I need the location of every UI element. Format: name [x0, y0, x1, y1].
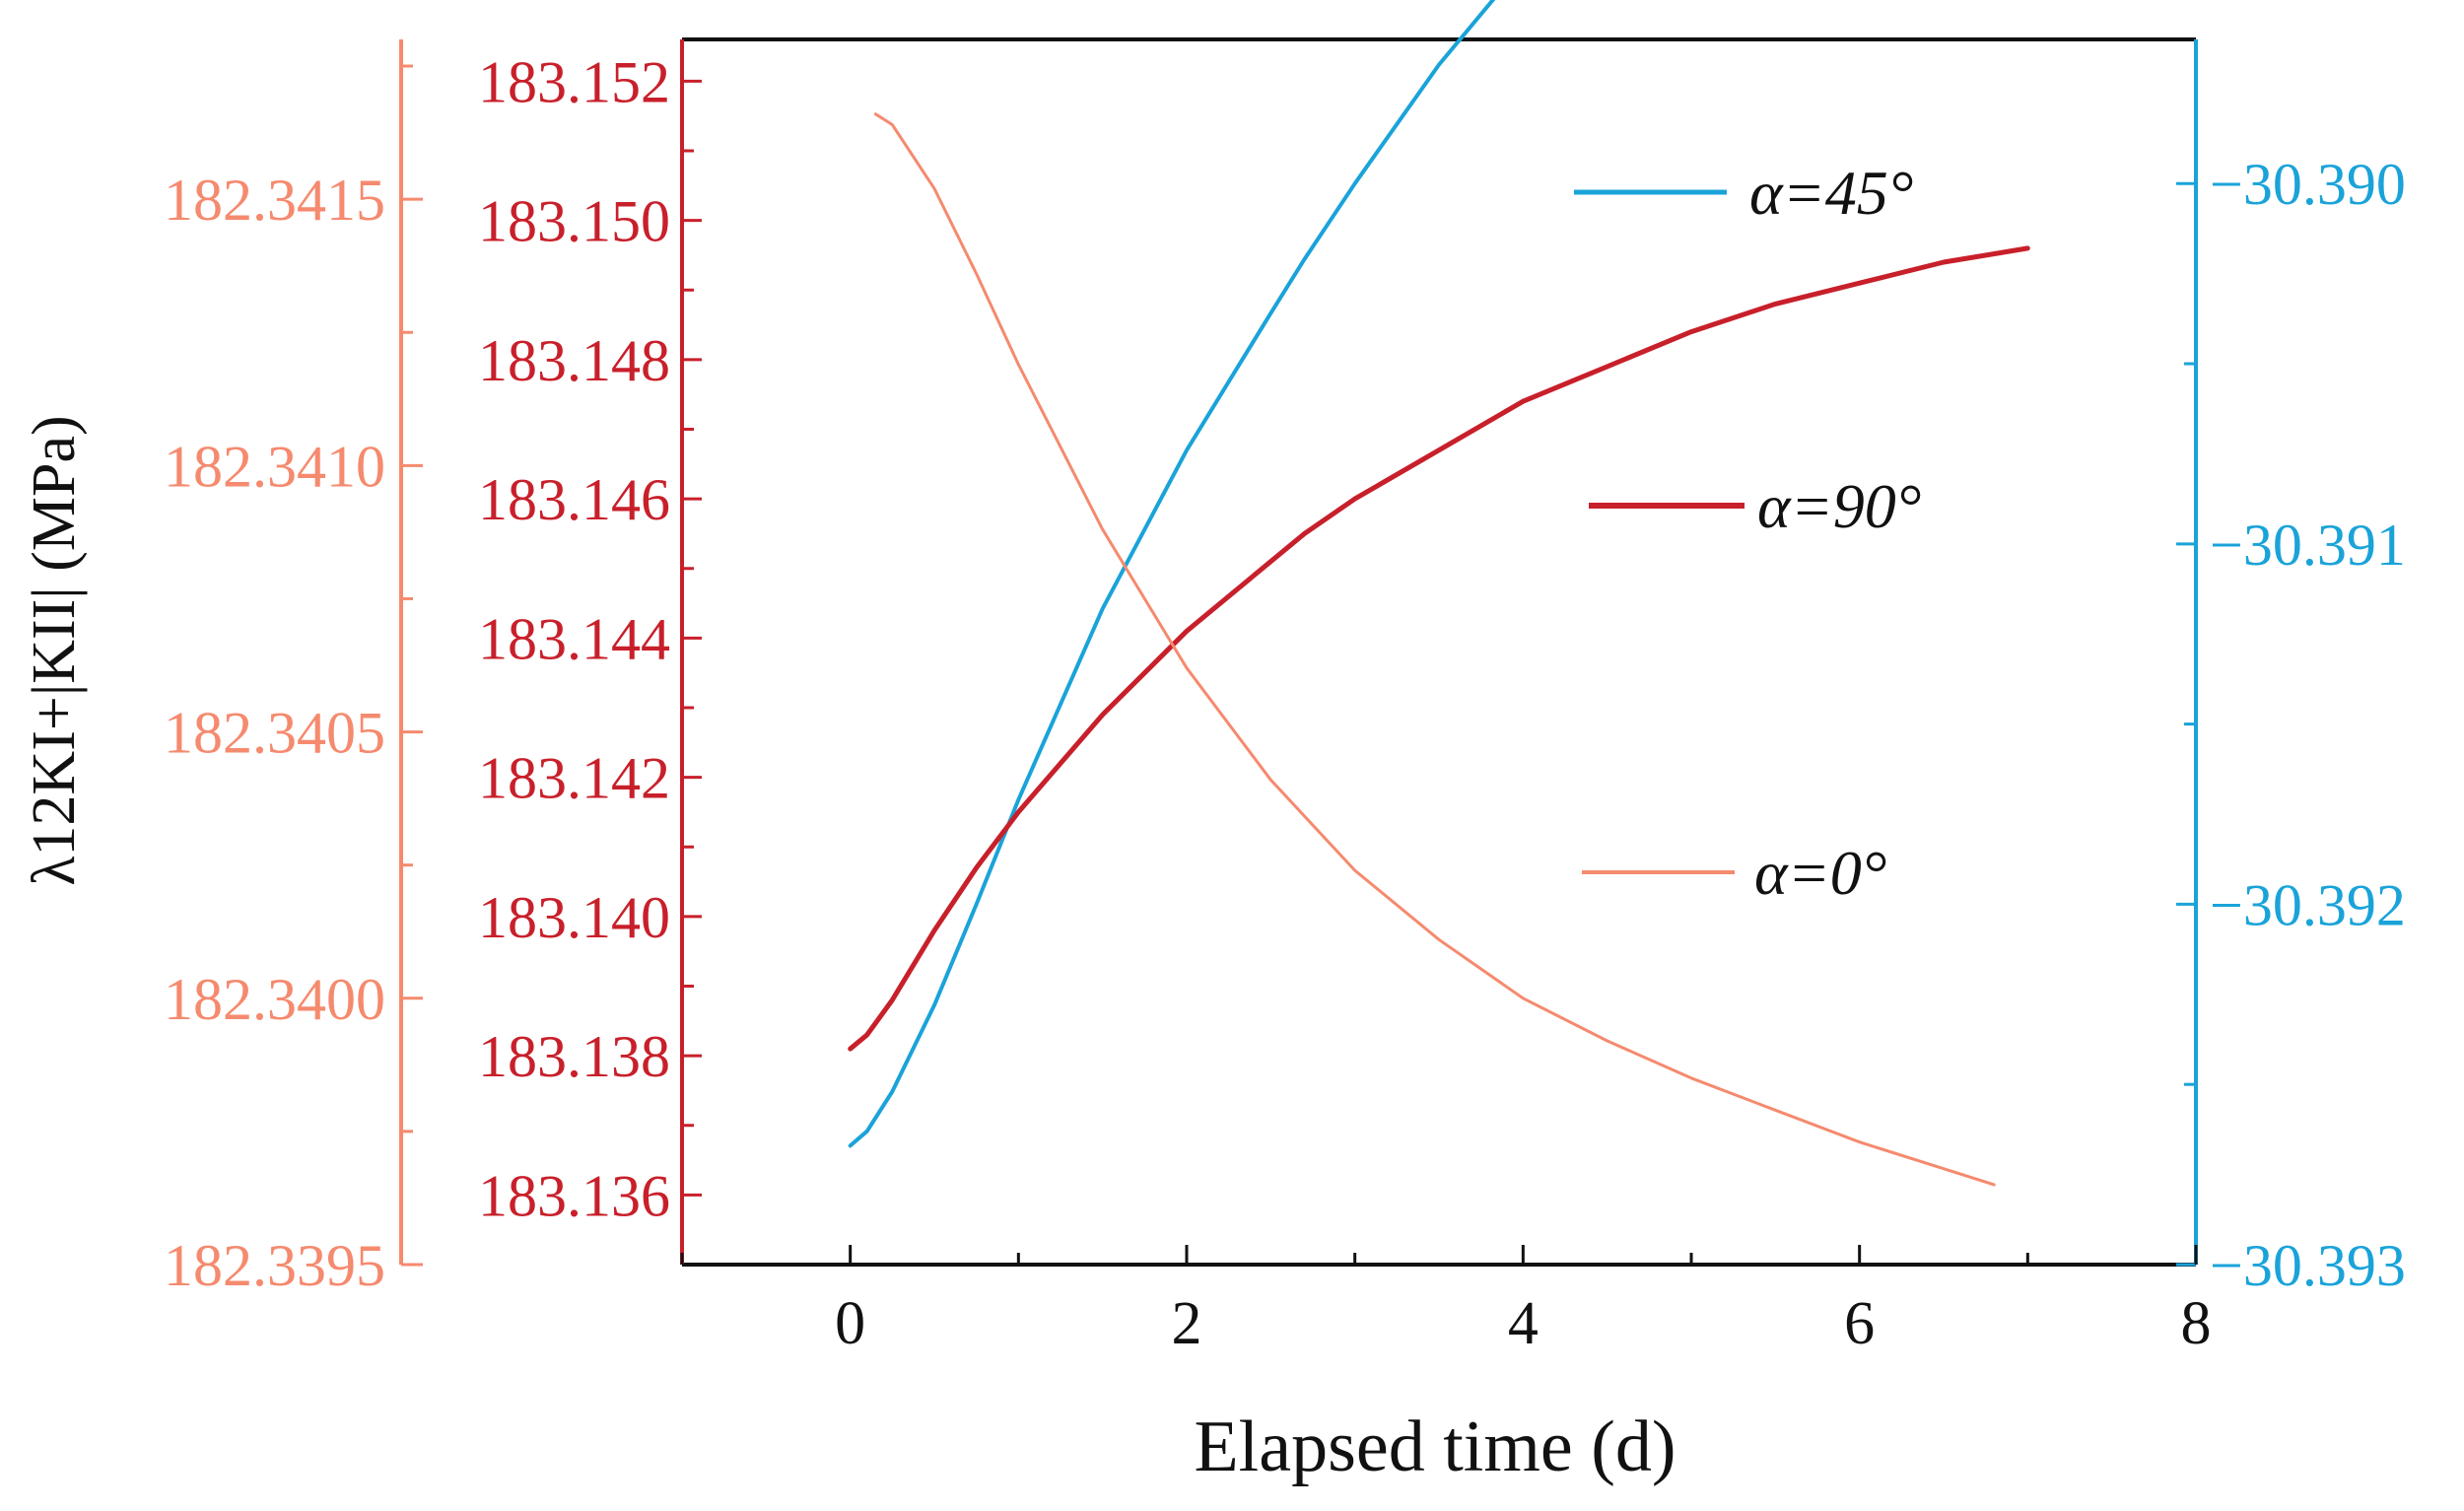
x-tick-label: 8 — [2181, 1290, 2212, 1357]
inner-tick-label: 183.138 — [478, 1024, 670, 1089]
right-tick-label: −30.390 — [2210, 152, 2406, 217]
legend-label: α=90° — [1757, 471, 1921, 541]
x-tick-label: 0 — [835, 1290, 865, 1357]
series-line-alpha-45 — [848, 0, 1496, 1148]
legend: α=45° α=90° α=0° — [1574, 158, 1921, 908]
x-tick-label: 6 — [1844, 1290, 1875, 1357]
outer-tick-label: 182.3405 — [164, 701, 385, 766]
y-axis-label: λ12KI+|KII| (MPa) — [21, 415, 88, 885]
series-line-alpha-0 — [873, 112, 1996, 1187]
inner-tick-label: 183.140 — [478, 885, 670, 950]
outer-tick-label: 182.3400 — [164, 967, 385, 1032]
x-tick-label: 4 — [1508, 1290, 1539, 1357]
outer-tick-label: 182.3410 — [164, 434, 385, 499]
right-tick-label: −30.391 — [2210, 513, 2406, 578]
series-group — [848, 0, 2030, 1187]
outer-left-axis: 182.3395 182.3400 182.3405 182.3410 182.3415 — [164, 39, 423, 1298]
inner-tick-label: 183.146 — [478, 467, 670, 532]
right-axis: −30.390 −30.391 −30.392 −30.393 — [2176, 39, 2406, 1298]
legend-label: α=0° — [1754, 838, 1886, 908]
x-tick-label: 2 — [1172, 1290, 1202, 1357]
plot-frame-group — [682, 37, 2196, 1267]
right-tick-label: −30.393 — [2210, 1233, 2406, 1298]
x-axis: 0 2 4 6 8 — [680, 1245, 2212, 1357]
right-tick-label: −30.392 — [2210, 872, 2406, 937]
outer-tick-label: 182.3395 — [164, 1233, 385, 1298]
inner-left-axis: 183.136 183.138 183.140 183.142 183.144 183.1… — [478, 39, 702, 1265]
inner-tick-label: 183.150 — [478, 189, 670, 254]
inner-tick-label: 183.142 — [478, 746, 670, 811]
inner-tick-label: 183.144 — [478, 606, 670, 671]
outer-tick-label: 182.3415 — [164, 168, 385, 233]
x-axis-label: Elapsed time (d) — [1194, 1407, 1676, 1487]
inner-tick-label: 183.152 — [478, 49, 670, 114]
legend-label: α=45° — [1749, 158, 1913, 228]
series-line-alpha-90 — [848, 245, 2030, 1052]
inner-tick-label: 183.148 — [478, 328, 670, 393]
inner-tick-label: 183.136 — [478, 1163, 670, 1228]
